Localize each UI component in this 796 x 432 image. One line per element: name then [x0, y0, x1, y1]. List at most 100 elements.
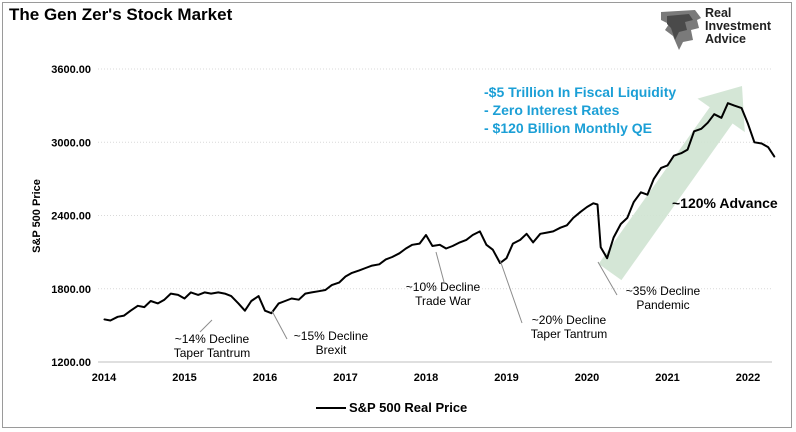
- data-point: [519, 239, 521, 241]
- data-point: [344, 275, 347, 278]
- data-point: [600, 246, 602, 248]
- legend-label: S&P 500 Real Price: [349, 400, 467, 415]
- data-point: [405, 247, 407, 250]
- data-point: [311, 291, 313, 293]
- axis-layer: 1200.00 1800.00 2400.00 3000.00 3600.00 2014 2…: [31, 64, 772, 384]
- data-point: [278, 302, 280, 304]
- data-point: [163, 299, 165, 301]
- x-tick-label: 2016: [253, 372, 277, 384]
- data-point: [157, 302, 159, 304]
- data-point: [546, 232, 548, 234]
- data-point: [143, 306, 145, 308]
- data-point: [592, 202, 595, 204]
- data-point: [411, 244, 413, 246]
- data-point: [700, 128, 702, 130]
- data-point: [264, 310, 266, 312]
- decline-leader-line: [499, 259, 523, 324]
- y-tick-label: 3600.00: [51, 64, 91, 76]
- data-point: [109, 319, 111, 322]
- data-point: [237, 302, 239, 304]
- data-point: [419, 243, 421, 245]
- data-point: [385, 258, 387, 260]
- data-point: [472, 234, 474, 236]
- decline-label: Pandemic: [636, 298, 689, 312]
- liquidity-note: - $120 Billion Monthly QE: [484, 120, 652, 136]
- data-point: [707, 122, 709, 124]
- decline-label: Trade War: [415, 294, 471, 308]
- data-point: [365, 267, 367, 269]
- data-point: [358, 269, 360, 271]
- decline-label: ~20% Decline: [532, 313, 607, 327]
- data-point: [439, 244, 441, 246]
- data-point: [291, 297, 293, 300]
- data-point: [586, 206, 588, 208]
- y-tick-label: 3000.00: [51, 137, 91, 149]
- data-point: [733, 105, 735, 107]
- data-point: [559, 227, 562, 229]
- x-tick-label: 2022: [736, 372, 760, 384]
- data-point: [572, 217, 574, 219]
- data-point: [526, 233, 528, 235]
- chart-title: The Gen Zer's Stock Market: [9, 5, 233, 24]
- data-point: [197, 294, 199, 296]
- decline-label: Taper Tantrum: [174, 346, 250, 360]
- data-point: [331, 284, 333, 286]
- decline-label: ~14% Decline: [175, 332, 250, 346]
- data-point: [177, 294, 179, 296]
- data-point: [552, 230, 554, 232]
- data-point: [666, 164, 669, 166]
- data-point: [217, 291, 219, 293]
- data-point: [727, 102, 729, 104]
- data-point: [499, 262, 501, 264]
- data-point: [767, 146, 769, 148]
- data-point: [753, 141, 756, 143]
- advance-arrow: [598, 86, 745, 281]
- data-point: [626, 217, 628, 219]
- data-point: [680, 152, 682, 154]
- data-point: [596, 203, 599, 206]
- data-point: [230, 295, 232, 297]
- data-point: [170, 293, 172, 295]
- chart-frame: [2, 2, 792, 428]
- decline-leader-line: [199, 319, 213, 333]
- data-point: [532, 241, 534, 243]
- data-point: [485, 244, 487, 246]
- series-layer: [103, 102, 776, 322]
- data-point: [747, 123, 749, 125]
- data-point: [452, 245, 454, 247]
- data-point: [465, 239, 467, 241]
- data-point: [479, 230, 481, 232]
- x-tick-label: 2014: [92, 372, 117, 384]
- advance-arrow-layer: [598, 86, 745, 281]
- data-point: [673, 155, 675, 157]
- liquidity-note: - Zero Interest Rates: [484, 102, 620, 118]
- data-point: [204, 291, 206, 293]
- data-point: [606, 257, 608, 259]
- data-point: [250, 300, 252, 302]
- data-point: [693, 130, 695, 132]
- data-point: [224, 293, 226, 295]
- decline-leader-line: [435, 251, 445, 283]
- data-point: [580, 211, 582, 213]
- data-point: [258, 295, 260, 297]
- data-point: [371, 265, 373, 267]
- y-axis-label: S&P 500 Price: [31, 179, 43, 253]
- x-tick-label: 2015: [172, 372, 196, 384]
- data-point: [720, 117, 723, 119]
- data-point: [640, 191, 642, 193]
- decline-leader-line: [597, 261, 618, 296]
- data-point: [425, 234, 427, 236]
- data-point: [150, 300, 152, 302]
- data-point: [713, 113, 715, 115]
- data-point: [270, 312, 272, 314]
- decline-label: Brexit: [316, 343, 347, 357]
- data-point: [117, 316, 119, 318]
- y-tick-label: 1800.00: [51, 284, 91, 296]
- x-tick-label: 2017: [333, 372, 357, 384]
- data-point: [761, 142, 763, 145]
- data-point: [445, 247, 447, 250]
- data-point: [774, 156, 776, 158]
- data-point: [687, 149, 689, 151]
- data-point: [338, 282, 340, 284]
